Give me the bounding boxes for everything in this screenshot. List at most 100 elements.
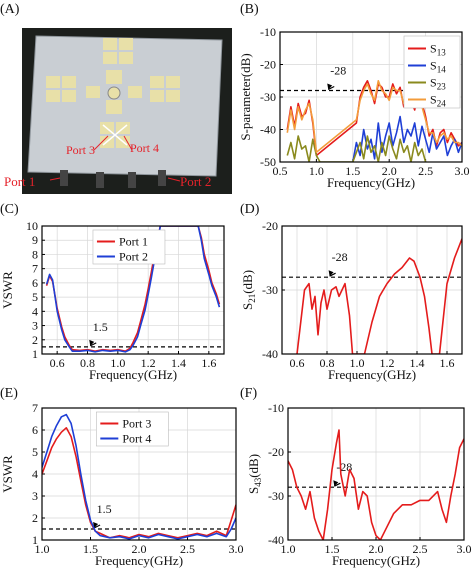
x-tick-label: 1.0 (35, 542, 50, 556)
patch-element-bottom (100, 122, 130, 148)
y-tick-label: 3 (32, 319, 38, 333)
legend-label: S13 (430, 42, 446, 58)
series-line-main (288, 429, 464, 540)
y-tick-label: 1 (32, 347, 38, 361)
plot-frame (287, 407, 465, 541)
reference-arrow (89, 342, 97, 347)
y-tick-label: 6 (32, 276, 38, 290)
chart-e: 1.0 1.5 2.0 2.5 3.012345671.5Frequency(GHz)V… (0, 401, 244, 568)
y-axis-label: S43(dB) (246, 454, 263, 494)
y-tick-label: 7 (32, 262, 38, 276)
x-tick-label: 1.0 (350, 356, 365, 370)
panel-letter-d: (D) (240, 202, 260, 217)
legend-label: S24 (430, 93, 446, 109)
reference-arrow (93, 524, 101, 529)
port-4-label: Port 4 (130, 141, 159, 155)
y-tick-label: -30 (262, 283, 278, 297)
reference-arrowhead (327, 83, 333, 90)
y-tick-label: -40 (260, 123, 276, 137)
series-line-port-2 (45, 226, 221, 353)
patch-element-top (103, 38, 133, 64)
x-tick-label: 1.6 (440, 356, 455, 370)
reference-label: 1.5 (97, 502, 112, 516)
x-tick-label: 2.5 (413, 542, 428, 556)
y-tick-label: -50 (260, 155, 276, 169)
y-tick-label: -20 (268, 445, 284, 459)
x-tick-label: 1.6 (201, 356, 216, 370)
ground-board (27, 35, 223, 177)
y-tick-label: 6 (32, 423, 38, 437)
y-axis-label: S-parameter(dB) (238, 53, 253, 140)
x-tick-label: 0.8 (320, 356, 335, 370)
y-axis-label: VSWR (0, 455, 15, 493)
reference-arrowhead (328, 270, 334, 277)
legend-label: S23 (430, 76, 446, 92)
x-tick-label: 3.0 (457, 542, 472, 556)
chart-b: 0.5 1.0 1.5 2.0 2.5 3.0 -50 -40 -30 -20 -10 -28 Freq… (238, 25, 470, 190)
patch-element-left (46, 76, 76, 102)
reference-arrowhead (333, 480, 339, 487)
y-tick-label: 5 (32, 290, 38, 304)
y-tick-label: -30 (268, 489, 284, 503)
x-axis-label: Frequency(GHz) (95, 553, 183, 568)
legend-box (92, 229, 166, 265)
x-axis-label: Frequency(GHz) (327, 175, 415, 190)
y-tick-label: -30 (260, 90, 276, 104)
y-tick-label: 1 (32, 533, 38, 547)
patch-element-right (150, 76, 180, 102)
x-tick-label: 2.0 (132, 542, 147, 556)
y-tick-label: 4 (32, 467, 38, 481)
legend-label: Port 4 (122, 432, 151, 446)
x-tick-label: 1.5 (83, 542, 98, 556)
coax-connectors (60, 170, 166, 188)
x-tick-label: 3.0 (455, 164, 470, 178)
x-axis-label: Frequency(GHz) (328, 367, 416, 382)
plot-frame (41, 225, 225, 355)
series-line-s23 (286, 135, 427, 162)
x-tick-label: 1.5 (345, 164, 360, 178)
x-tick-label: 1.0 (110, 356, 125, 370)
legend-label: S14 (430, 59, 446, 75)
reference-label: 1.5 (93, 320, 108, 334)
y-tick-label: -20 (262, 219, 278, 233)
x-tick-label: 0.8 (80, 356, 95, 370)
series-line-s24 (286, 80, 462, 154)
legend-label: Port 3 (122, 417, 151, 431)
y-tick-label: 8 (32, 247, 38, 261)
chart-d: 0.6 0.8 1.0 1.2 1.4 1.6 -40 -30 -20 -28 Frequency(… (240, 219, 463, 382)
x-tick-label: 2.5 (180, 542, 195, 556)
x-tick-label: 2.0 (369, 542, 384, 556)
legend-label: Port 1 (119, 235, 148, 249)
plot-frame (281, 225, 463, 355)
plot-frame (279, 31, 463, 163)
x-tick-label: 1.4 (410, 356, 425, 370)
y-axis-label: S21(dB) (240, 270, 257, 310)
series-line-main (296, 238, 462, 354)
x-tick-label: 0.6 (50, 356, 65, 370)
x-tick-label: 1.2 (141, 356, 156, 370)
y-tick-label: -20 (260, 58, 276, 72)
x-tick-label: 0.6 (290, 356, 305, 370)
x-tick-label: 0.5 (273, 164, 288, 178)
x-tick-label: 1.4 (171, 356, 186, 370)
port-annotations (49, 135, 181, 182)
reference-arrowhead (93, 522, 99, 528)
panel-letter-b: (B) (240, 2, 259, 17)
x-axis-label: Frequency(GHz) (332, 553, 420, 568)
x-axis-label: Frequency(GHz) (89, 367, 177, 382)
y-tick-label: -40 (262, 347, 278, 361)
chart-f: 1.0 1.5 2.0 2.5 3.0-40-30-20-10-28Frequency(… (246, 401, 472, 568)
port-2-label: Port 2 (180, 174, 211, 189)
reference-label: -28 (332, 250, 348, 264)
x-tick-label: 2.0 (382, 164, 397, 178)
panel-letter-c: (C) (0, 202, 19, 217)
y-tick-label: 5 (32, 445, 38, 459)
series-line-s14 (352, 115, 462, 162)
legend-box (96, 411, 169, 447)
port-3-label: Port 3 (66, 143, 95, 157)
panel-letter-f: (F) (240, 386, 258, 401)
